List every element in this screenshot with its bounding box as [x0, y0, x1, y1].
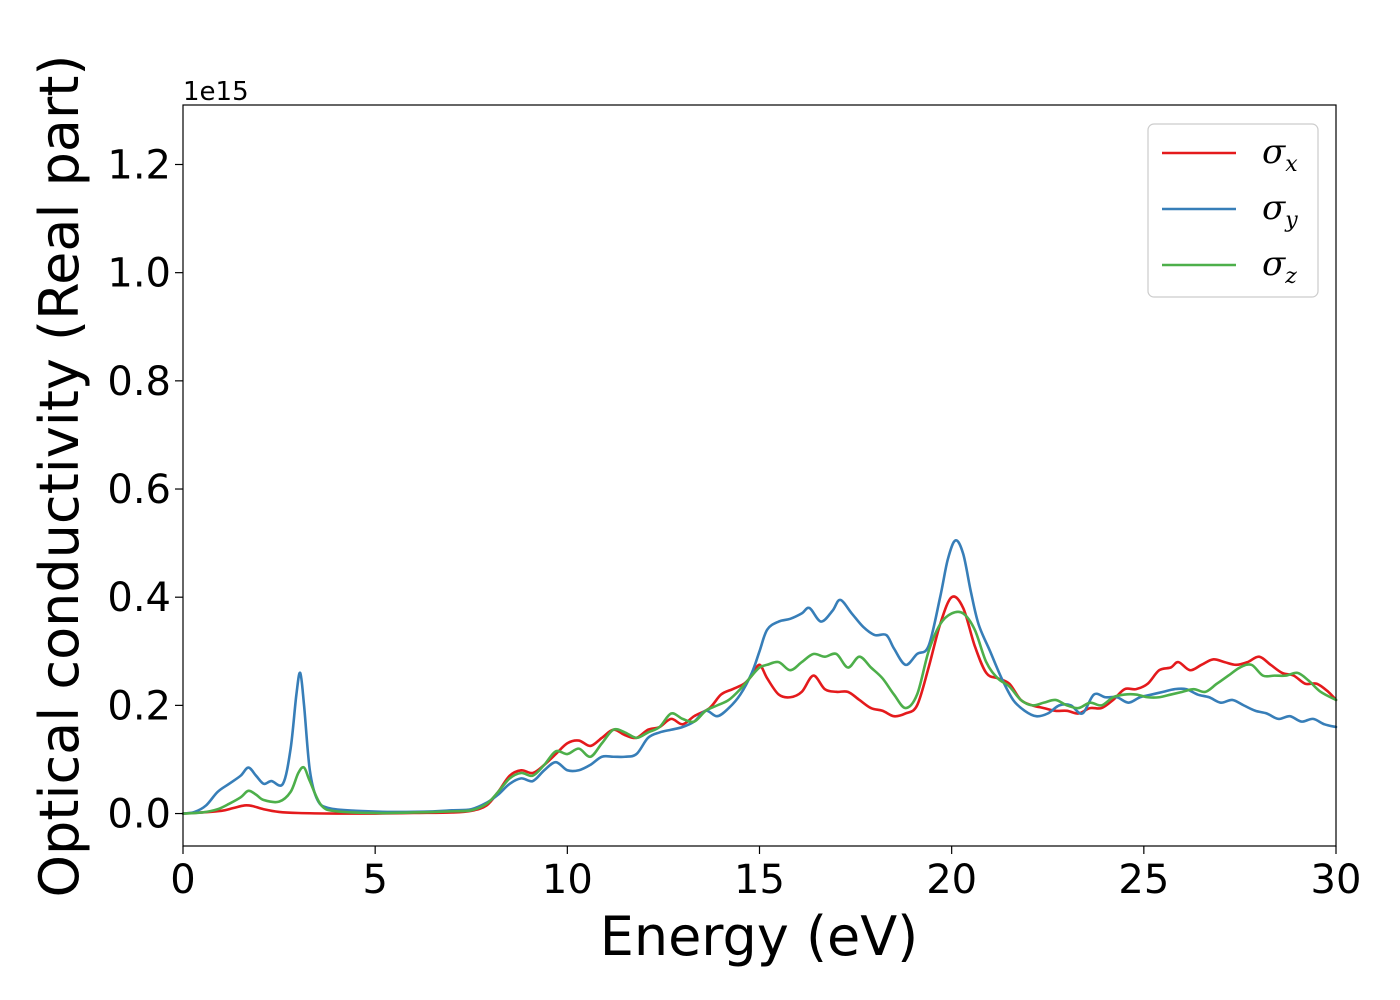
plot-background [183, 105, 1336, 846]
x-tick-label: 0 [170, 857, 195, 903]
legend-label-sigma-y: σy [1262, 188, 1298, 233]
y-tick-label: 1.0 [107, 251, 171, 297]
legend-label-sigma-x: σx [1262, 132, 1298, 177]
x-axis-title: Energy (eV) [600, 905, 919, 968]
x-tick-label: 20 [926, 857, 977, 903]
legend-entries: σx σy σz [1162, 132, 1298, 289]
y-axis-title: Optical conductivity (Real part) [28, 55, 91, 898]
y-tick-label: 0.6 [107, 467, 171, 513]
y-tick-label: 0.8 [107, 359, 171, 405]
legend-box [1147, 123, 1319, 298]
x-tick-label: 10 [542, 857, 593, 903]
y-tick-label: 0.0 [107, 792, 171, 838]
y-axis-ticks: 0.0 0.2 0.4 0.6 0.8 1.0 1.2 [107, 142, 183, 838]
x-tick-label: 15 [734, 857, 785, 903]
legend-label-sigma-z: σz [1262, 244, 1297, 289]
x-tick-label: 5 [362, 857, 387, 903]
legend: σx σy σz [1147, 123, 1319, 298]
x-axis-ticks: 0 5 10 15 20 25 30 [170, 846, 1361, 903]
y-offset-label: 1e15 [183, 77, 249, 107]
series-line-sigma-z [181, 610, 1338, 815]
y-tick-label: 1.2 [107, 142, 171, 188]
y-tick-label: 0.4 [107, 575, 171, 621]
x-tick-label: 25 [1118, 857, 1169, 903]
y-tick-label: 0.2 [107, 683, 171, 729]
x-tick-label: 30 [1311, 857, 1362, 903]
series-layer [181, 539, 1338, 815]
